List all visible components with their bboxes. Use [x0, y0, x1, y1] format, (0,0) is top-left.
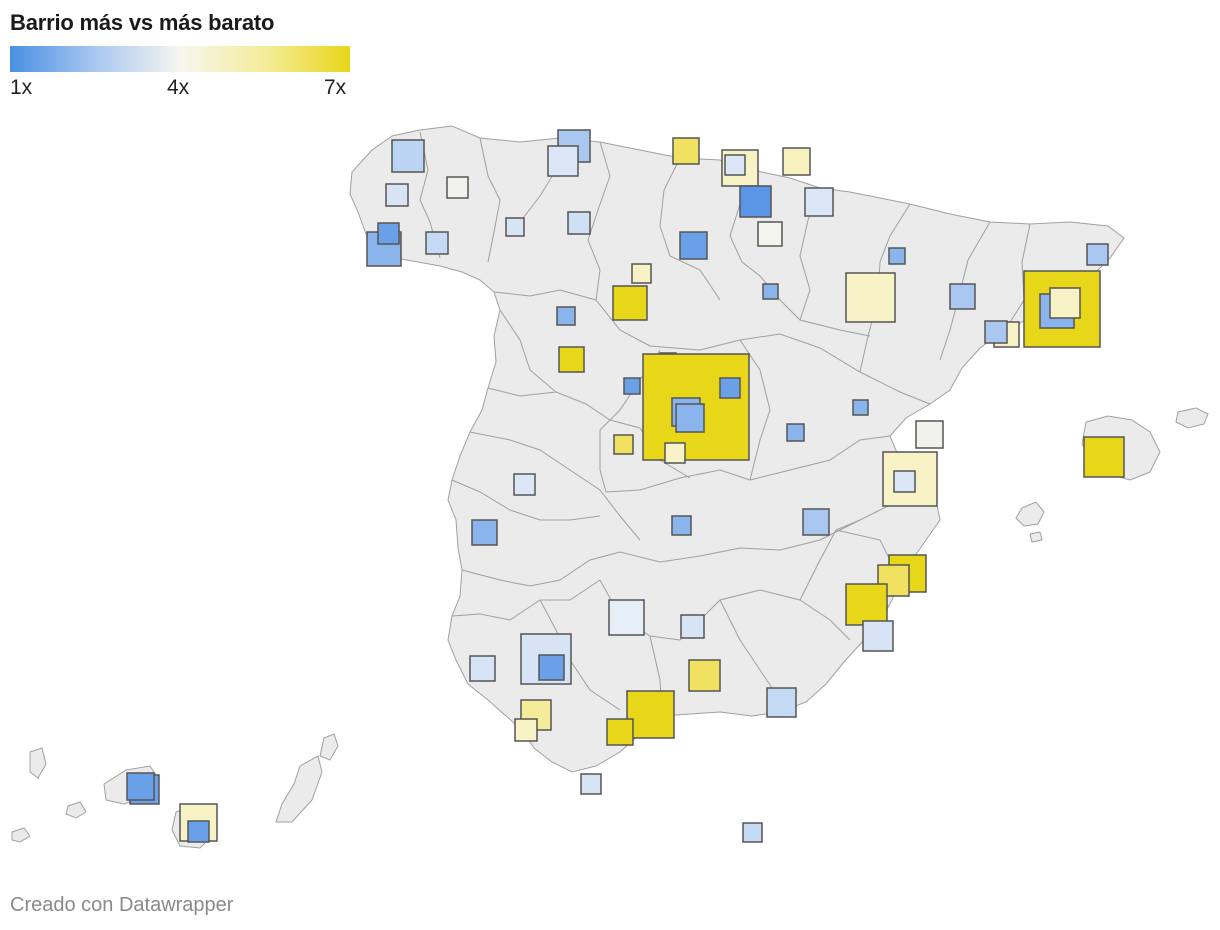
- marker-huelva: [469, 655, 496, 682]
- marker-ciudad-real: [671, 515, 692, 536]
- marker-soria: [762, 283, 779, 300]
- lanzarote-island: [319, 733, 339, 761]
- la-gomera-island: [65, 801, 87, 819]
- marker-granada: [688, 659, 721, 692]
- color-legend-bar: [10, 46, 350, 72]
- ibiza-island: [1015, 501, 1045, 527]
- marker-caceres: [513, 473, 536, 496]
- marker-castellon: [915, 420, 944, 449]
- marker-malaga: [626, 690, 675, 739]
- marker-caceres-north: [623, 377, 641, 395]
- marker-palma: [1083, 436, 1125, 478]
- marker-santander: [672, 137, 700, 165]
- marker-almeria: [766, 687, 797, 718]
- marker-badajoz: [471, 519, 498, 546]
- marker-salamanca: [556, 306, 576, 326]
- marker-burgos: [679, 231, 708, 260]
- marker-madrid-5: [664, 442, 686, 464]
- marker-girona: [1086, 243, 1109, 266]
- el-hierro-island: [11, 827, 31, 843]
- marker-zaragoza: [845, 272, 896, 323]
- markers: [126, 129, 1125, 843]
- formentera-island: [1029, 531, 1043, 543]
- marker-madrid-2: [719, 377, 741, 399]
- marker-san-sebastian: [782, 147, 811, 176]
- menorca-island: [1175, 407, 1209, 429]
- marker-cordoba: [608, 599, 645, 636]
- chart-title: Barrio más vs más barato: [10, 10, 275, 35]
- marker-logrono: [757, 221, 783, 247]
- marker-zamora: [505, 217, 525, 237]
- marker-valladolid: [612, 285, 648, 321]
- fuerteventura-island: [275, 755, 323, 823]
- marker-barcelona-3: [1049, 287, 1081, 319]
- marker-elche: [877, 564, 910, 597]
- marker-avila: [558, 346, 585, 373]
- marker-guadalajara: [786, 423, 805, 442]
- credit-text: Creado con Datawrapper: [10, 894, 234, 916]
- marker-ourense: [425, 231, 449, 255]
- marker-lugo: [446, 176, 469, 199]
- marker-ceuta: [580, 773, 602, 795]
- marker-albacete: [802, 508, 830, 536]
- marker-toledo: [613, 434, 634, 455]
- marker-madrid-4: [675, 403, 705, 433]
- marker-vigo: [377, 222, 400, 245]
- marker-murcia: [845, 583, 888, 626]
- marker-sevilla-2: [538, 654, 565, 681]
- marker-coruna: [391, 139, 425, 173]
- marker-madrid: [642, 353, 750, 461]
- marker-melilla: [742, 822, 763, 843]
- legend-min-label: 1x: [10, 76, 33, 99]
- marker-huesca: [888, 247, 906, 265]
- legend-max-label: 7x: [324, 76, 347, 99]
- marker-lleida: [949, 283, 976, 310]
- marker-gijon: [547, 145, 579, 177]
- marker-leon: [567, 211, 591, 235]
- marker-cadiz: [514, 718, 538, 742]
- marker-marbella: [606, 718, 634, 746]
- marker-tarragona-2: [984, 320, 1008, 344]
- marker-coruna-2: [385, 183, 409, 207]
- la-palma-island: [29, 747, 47, 779]
- legend-mid-label: 4x: [167, 76, 190, 99]
- marker-cartagena: [862, 620, 894, 652]
- marker-jaen: [680, 614, 705, 639]
- marker-palencia: [631, 263, 652, 284]
- marker-teruel: [852, 399, 869, 416]
- marker-santa-cruz-2: [126, 772, 155, 801]
- marker-vitoria: [739, 185, 772, 218]
- marker-bilbao-2: [724, 154, 746, 176]
- marker-valencia-2: [893, 470, 916, 493]
- marker-las-palmas-2: [187, 820, 210, 843]
- marker-pamplona: [804, 187, 834, 217]
